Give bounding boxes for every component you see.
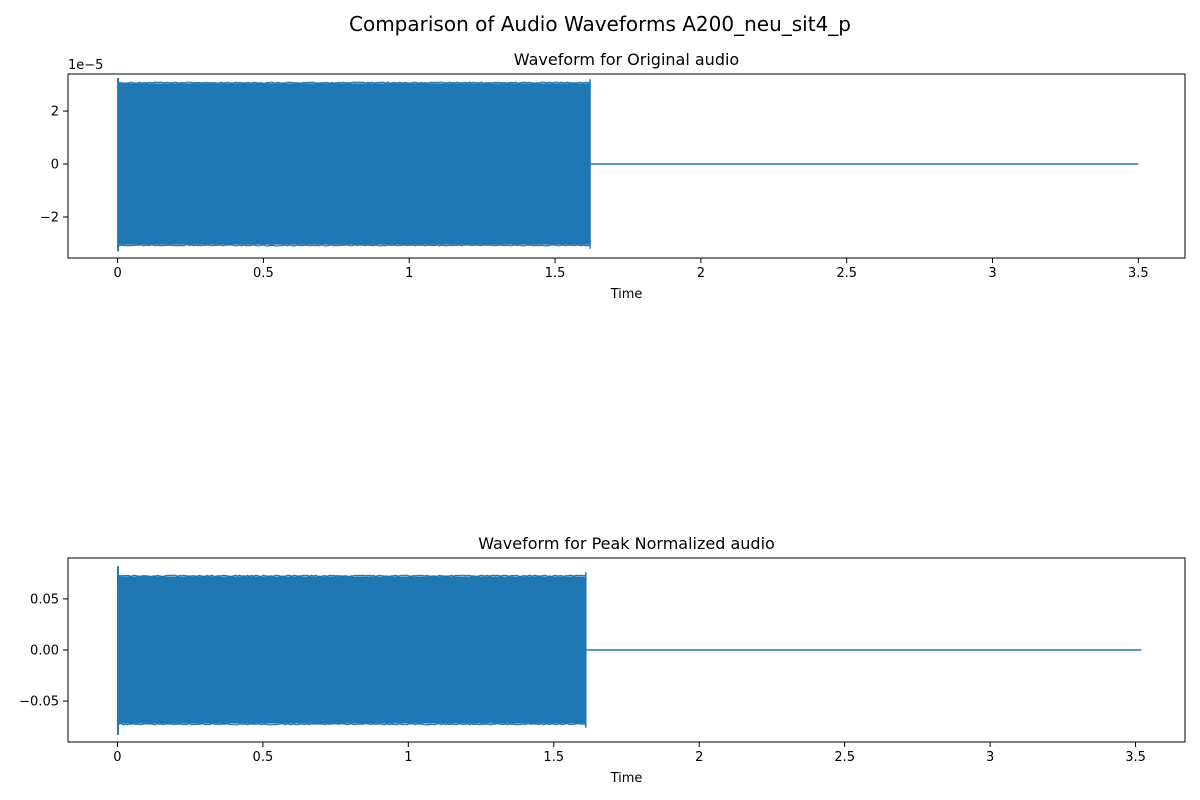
waveform-upper-edge-original — [117, 81, 590, 84]
y-tick-label-original: 2 — [51, 105, 59, 120]
x-axis-label-peak-normalized: Time — [610, 771, 643, 786]
y-axis-offset-label-original: 1e−5 — [68, 58, 103, 73]
x-tick-label-original: 2.5 — [836, 266, 857, 281]
waveform-body-original — [117, 83, 591, 245]
subplot-peak-normalized: Waveform for Peak Normalized audio Time … — [19, 534, 1186, 786]
x-tick-label-original: 3 — [988, 266, 996, 281]
x-axis-label-original: Time — [610, 287, 643, 302]
x-tick-label-original: 1 — [405, 266, 413, 281]
x-tick-label-original: 0 — [113, 266, 121, 281]
y-tick-label-original: 0 — [51, 158, 59, 173]
x-tick-label-peak-normalized: 1.5 — [543, 750, 564, 765]
x-tick-label-original: 2 — [697, 266, 705, 281]
waveform-upper-edge-peak-normalized — [117, 574, 586, 578]
waveform-body-peak-normalized — [117, 576, 586, 724]
x-tick-label-original: 3.5 — [1128, 266, 1149, 281]
y-tick-label-peak-normalized: −0.05 — [19, 695, 59, 710]
waveform-lower-edge-original — [117, 244, 590, 247]
x-tick-label-peak-normalized: 3.5 — [1125, 750, 1146, 765]
x-tick-label-peak-normalized: 2.5 — [834, 750, 855, 765]
y-tick-label-peak-normalized: 0.00 — [30, 644, 59, 659]
x-tick-label-peak-normalized: 2 — [695, 750, 703, 765]
waveform-lower-edge-peak-normalized — [117, 722, 586, 726]
x-tick-label-peak-normalized: 0 — [113, 750, 121, 765]
x-tick-label-original: 1.5 — [545, 266, 566, 281]
figure-suptitle: Comparison of Audio Waveforms A200_neu_s… — [349, 12, 851, 36]
y-tick-label-peak-normalized: 0.05 — [30, 592, 59, 607]
plot-area-peak-normalized: 0 0.5 1 1.5 2 2.5 3 3.5 −0.05 0.00 0.05 — [19, 557, 1186, 765]
x-tick-label-original: 0.5 — [253, 266, 274, 281]
x-tick-label-peak-normalized: 0.5 — [253, 750, 274, 765]
x-tick-label-peak-normalized: 3 — [986, 750, 994, 765]
axes-frame-original — [67, 73, 1186, 259]
subplot-title-peak-normalized: Waveform for Peak Normalized audio — [478, 534, 775, 553]
subplot-title-original: Waveform for Original audio — [514, 50, 739, 69]
y-tick-label-original: −2 — [40, 210, 59, 225]
x-tick-label-peak-normalized: 1 — [404, 750, 412, 765]
plot-area-original: 0 0.5 1 1.5 2 2.5 3 3.5 −2 0 2 — [40, 73, 1186, 281]
